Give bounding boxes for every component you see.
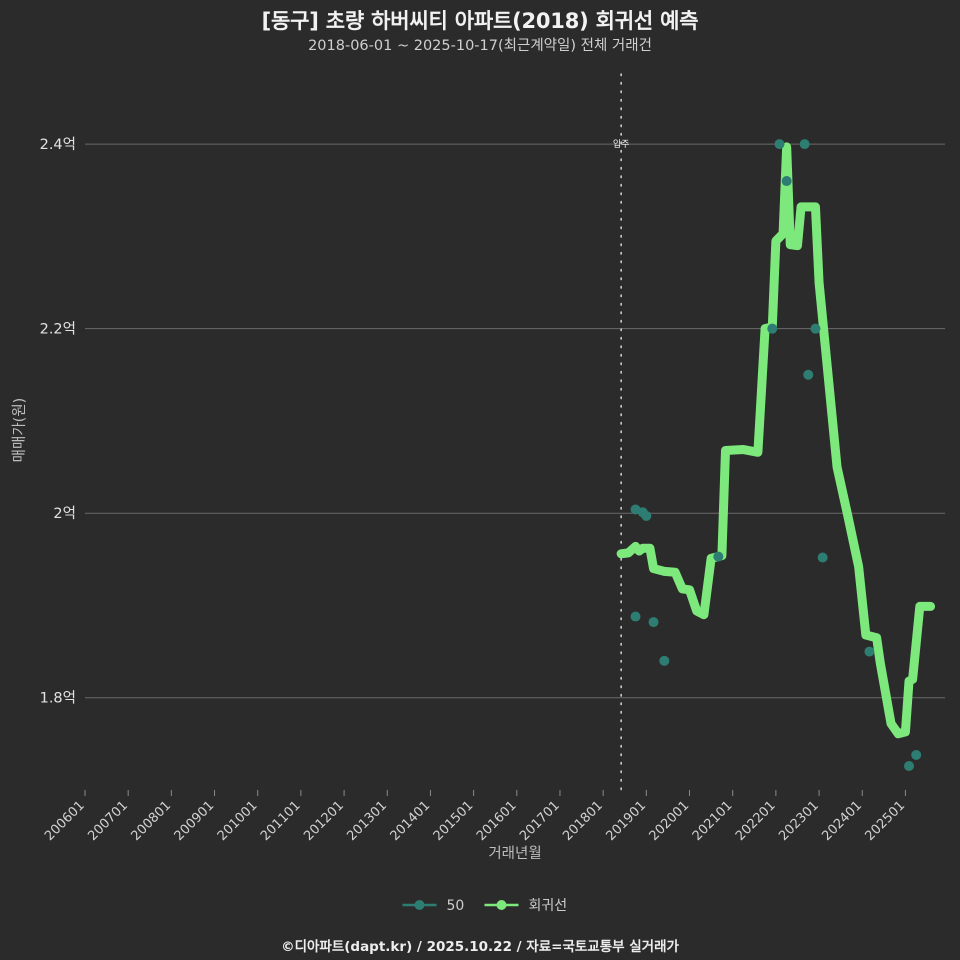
scatter-point — [641, 510, 652, 521]
legend-label-0: 50 — [447, 898, 465, 914]
legend-label-1: 회귀선 — [529, 898, 568, 914]
scatter-point — [817, 552, 828, 563]
x-tick-label: 200701 — [85, 798, 131, 844]
y-tick-label: 2.4억 — [40, 136, 76, 153]
scatter-point — [781, 176, 792, 187]
scatter-point — [803, 369, 814, 380]
scatter-points — [630, 139, 922, 772]
annotation-layer: 입주 — [613, 73, 630, 791]
x-axis-ticks: 2006012007012008012009012010012011012012… — [42, 790, 908, 844]
scatter-point — [864, 646, 875, 657]
y-axis-title: 매매가(원) — [11, 398, 28, 463]
x-tick-label: 202201 — [733, 798, 779, 844]
x-tick-label: 201901 — [603, 798, 649, 844]
scatter-point — [774, 139, 785, 150]
scatter-point — [799, 139, 810, 150]
legend-marker-1 — [496, 900, 507, 910]
footer-credit: ©디아파트(dapt.kr) / 2025.10.22 / 자료=국토교통부 실… — [281, 939, 679, 955]
x-tick-label: 201101 — [258, 798, 304, 844]
x-tick-label: 202301 — [776, 798, 822, 844]
scatter-point — [911, 749, 922, 760]
scatter-point — [713, 551, 724, 562]
scatter-point — [659, 655, 670, 666]
x-axis-title: 거래년월 — [488, 845, 541, 862]
x-tick-label: 202101 — [690, 798, 736, 844]
annotation-label: 입주 — [613, 138, 630, 150]
scatter-point — [767, 323, 778, 334]
x-tick-label: 201401 — [388, 798, 434, 844]
x-tick-label: 201301 — [344, 798, 390, 844]
x-tick-label: 200601 — [42, 798, 88, 844]
scatter-point — [904, 761, 915, 772]
x-tick-label: 202001 — [647, 798, 693, 844]
legend-marker-0 — [414, 900, 425, 910]
scatter-point — [810, 323, 821, 334]
x-tick-label: 200801 — [128, 798, 174, 844]
y-tick-label: 2.2억 — [40, 321, 76, 338]
regression-line-path — [616, 142, 936, 739]
scatter-point — [630, 611, 641, 622]
x-tick-label: 201601 — [474, 798, 520, 844]
x-tick-label: 201201 — [301, 798, 347, 844]
x-tick-label: 202401 — [819, 798, 865, 844]
y-tick-label: 1.8억 — [40, 690, 76, 707]
x-tick-label: 201801 — [560, 798, 606, 844]
chart-legend: 50 회귀선 — [402, 898, 568, 914]
x-tick-label: 200901 — [172, 798, 218, 844]
x-tick-label: 201001 — [215, 798, 261, 844]
x-tick-label: 202501 — [863, 798, 909, 844]
y-axis-ticks: 1.8억 2억 2.2억 2.4억 — [40, 136, 76, 707]
x-tick-label: 201701 — [517, 798, 563, 844]
scatter-point — [648, 617, 659, 628]
y-tick-label: 2억 — [53, 505, 76, 522]
regression-line — [616, 142, 936, 739]
plot-area: 2006012007012008012009012010012011012012… — [11, 73, 945, 914]
x-tick-label: 201501 — [431, 798, 477, 844]
